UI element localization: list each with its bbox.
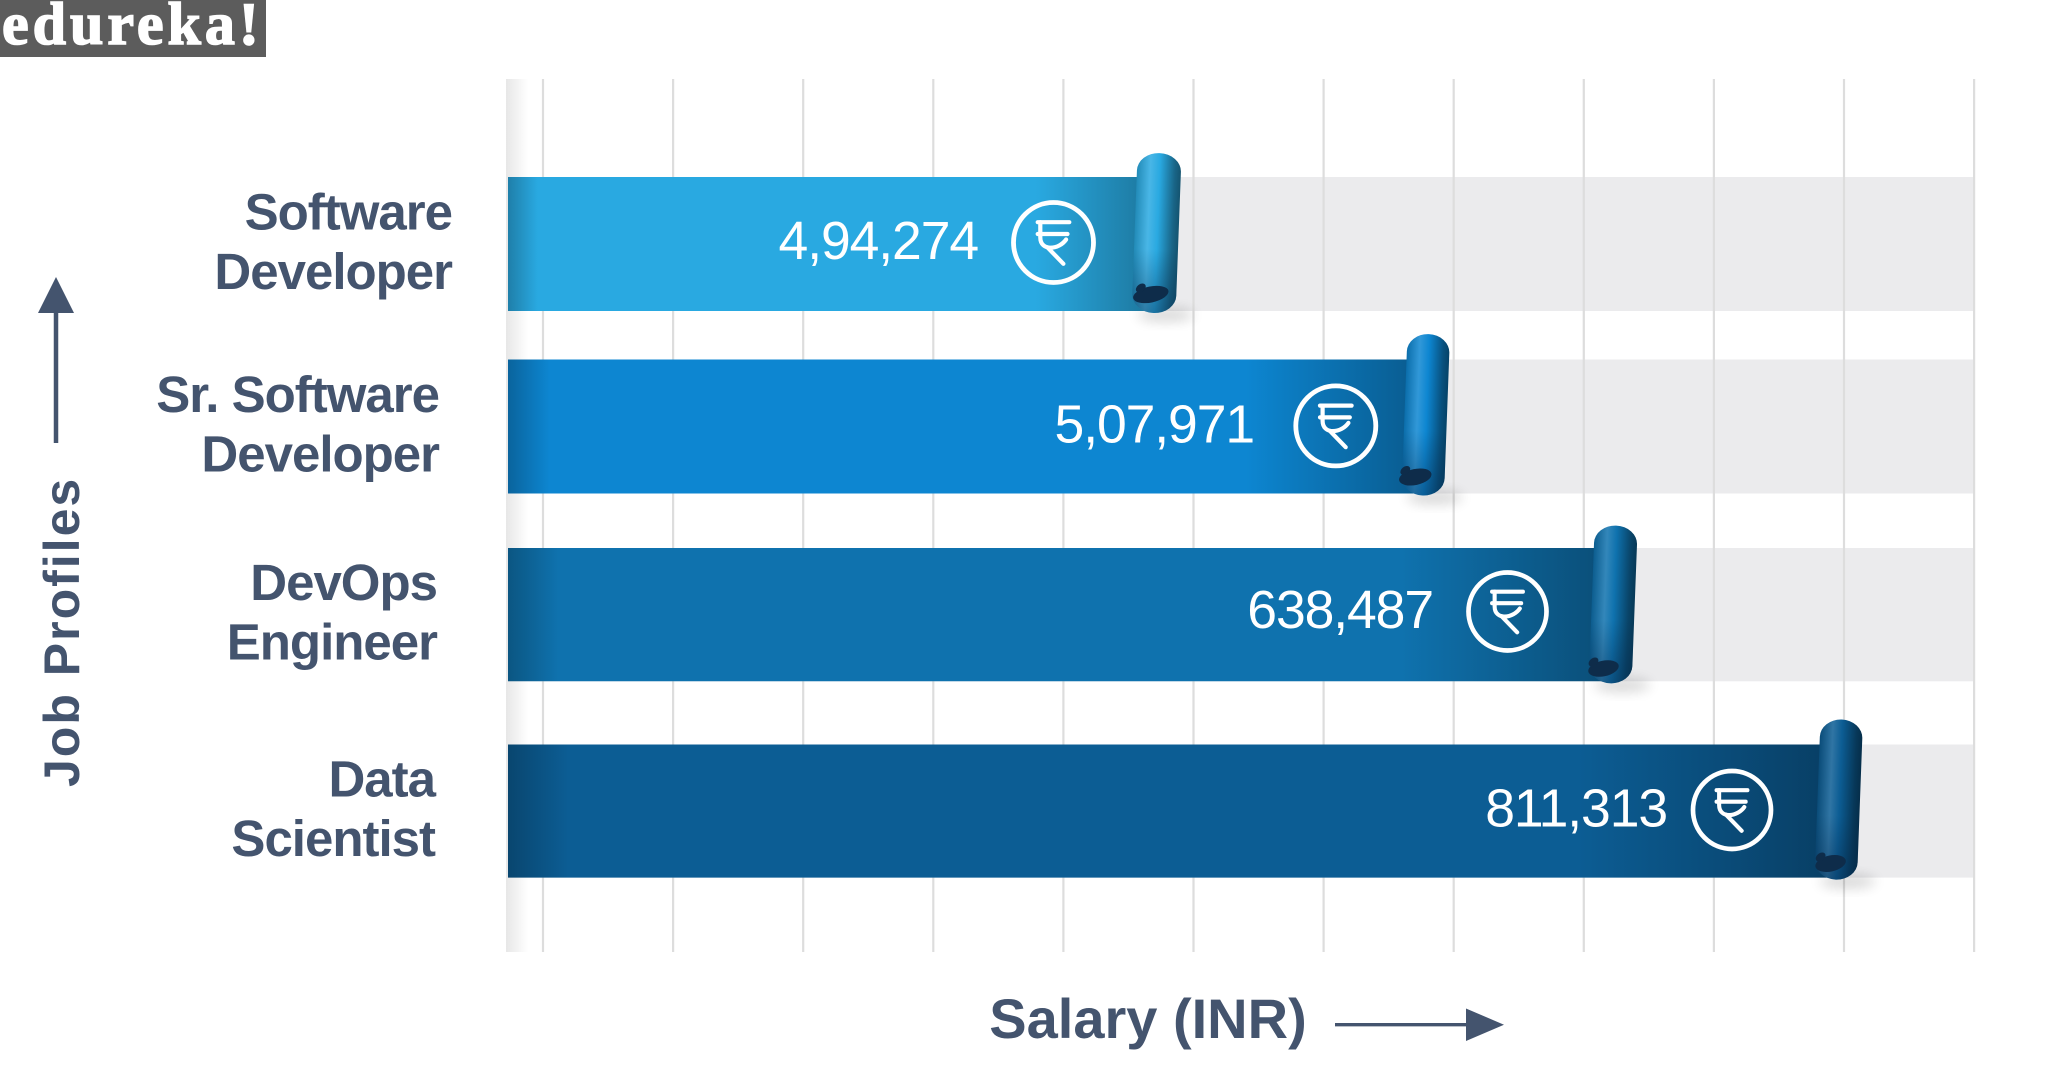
svg-text:DevOps: DevOps	[250, 554, 437, 611]
svg-text:edureka!: edureka!	[2, 0, 263, 57]
svg-text:Job Profiles: Job Profiles	[34, 477, 90, 787]
svg-text:Sr. Software: Sr. Software	[156, 366, 439, 423]
svg-text:811,313: 811,313	[1485, 780, 1667, 839]
svg-text:Software: Software	[245, 184, 452, 241]
svg-text:Developer: Developer	[214, 243, 453, 300]
svg-text:Developer: Developer	[201, 426, 440, 483]
svg-text:5,07,971: 5,07,971	[1055, 395, 1254, 454]
svg-text:Salary (INR): Salary (INR)	[989, 987, 1306, 1050]
svg-text:638,487: 638,487	[1247, 581, 1433, 640]
svg-text:4,94,274: 4,94,274	[779, 212, 979, 271]
svg-text:Data: Data	[328, 751, 436, 808]
svg-text:Engineer: Engineer	[227, 614, 438, 671]
svg-text:Scientist: Scientist	[231, 810, 436, 867]
